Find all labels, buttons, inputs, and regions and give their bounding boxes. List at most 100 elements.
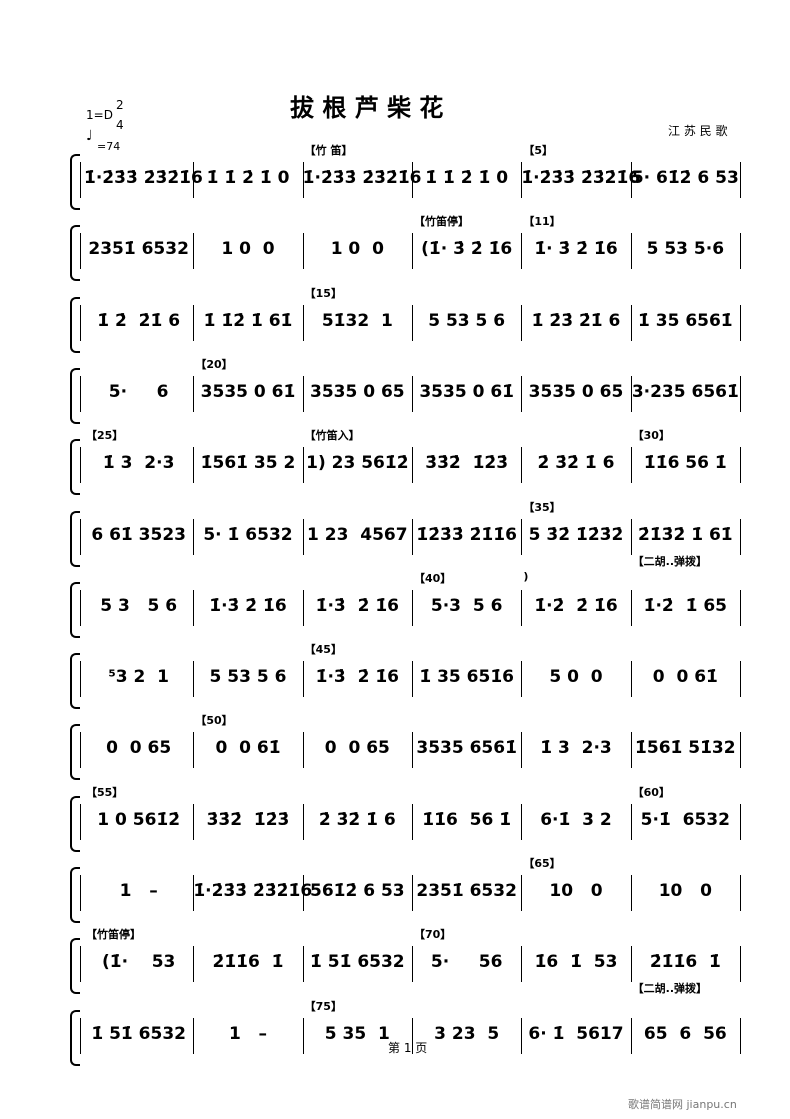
section-mark: 【45】 (304, 643, 342, 657)
bracket (70, 296, 80, 353)
barline (193, 946, 195, 983)
measure-notes: 1̇ 1̇2̇ 1̇ 61̇ (203, 310, 293, 331)
measure-notes: 1̇ 1̇ 2̇ 1̇ 0 (425, 168, 509, 188)
barline (193, 875, 195, 911)
section-mark: 【40】 (414, 571, 452, 585)
barline (302, 518, 304, 555)
page-number: 第 1 页 (388, 1041, 428, 1055)
barline (412, 447, 413, 484)
barline (740, 447, 741, 484)
barline (302, 589, 304, 626)
barline (521, 661, 523, 698)
barline (193, 233, 195, 270)
note-icon: ♩ (86, 128, 93, 144)
measure-notes: 3535 6561̇ (416, 738, 517, 759)
measure-notes: 2̇ 3̇2̇ 1̇ 6 (318, 809, 396, 830)
barline (193, 447, 195, 484)
measure-notes: 1) 23 561̇2̇ (306, 453, 409, 474)
measure-notes: 1 – (228, 1023, 268, 1044)
barline (193, 803, 195, 840)
measure-notes: 5 53 5 6 (209, 667, 287, 688)
measure-notes: 3535 0 61̇ (419, 381, 514, 402)
measure-notes: 1 0 561̇2̇ (97, 809, 181, 830)
bracket (70, 938, 80, 995)
barline (412, 589, 413, 626)
barline (740, 375, 741, 412)
measure-notes: 10 0 (658, 881, 712, 901)
barline (193, 375, 195, 412)
barline (521, 732, 523, 769)
key: 1=D (86, 108, 113, 122)
section-mark: 【20】 (195, 357, 233, 371)
barline (302, 233, 304, 270)
barline (80, 661, 81, 698)
section-mark: ) (523, 569, 529, 583)
bracket (70, 653, 80, 710)
measure-notes: 3535 0 65 (310, 381, 405, 402)
section-mark: 【竹笛停】 (414, 215, 469, 229)
measure-notes: 2̇ 3̇2̇ 1̇ 6 (537, 453, 615, 474)
barline (740, 518, 741, 555)
barline (80, 518, 81, 555)
barline (740, 803, 741, 840)
barline (193, 162, 195, 198)
barline (80, 946, 81, 983)
measure-notes: 1̇1̇6 56 1̇ (422, 809, 512, 830)
barline (302, 1017, 304, 1054)
barline (302, 803, 304, 840)
measure-notes: 5 3 5 6 (100, 595, 178, 616)
barline (630, 233, 632, 270)
measure-notes: 51̇32 1 (321, 310, 393, 331)
measure-notes: 1̇1̇6 56 1̇ (643, 453, 727, 474)
bracket (70, 439, 80, 496)
measure-notes: 1 – (119, 881, 158, 901)
measure-notes: 2̇1̇3̇2̇ 1̇ 61̇ (638, 524, 733, 545)
barline (630, 162, 632, 198)
measure-notes: 3535 0 65 (528, 381, 624, 402)
barline (80, 375, 81, 412)
measure-notes: 1̇·2̇ 2̇ 1̇6 (534, 595, 618, 616)
barline (80, 589, 81, 626)
measure-notes: (1̇· 3̇ 2̇ 1̇6 (421, 239, 513, 260)
barline (302, 661, 304, 698)
section-mark: 【30】 (632, 429, 670, 443)
section-mark: 【50】 (195, 714, 233, 728)
barline (193, 661, 195, 698)
barline (740, 162, 741, 198)
section-mark: 【60】 (632, 785, 670, 799)
measure-notes: 1̇·2̇3̇3̇ 2̇3̇2̇1̇6 (193, 881, 313, 901)
measure-notes: 5 53 5·6 (646, 239, 725, 260)
barline (740, 233, 741, 270)
barline (80, 233, 81, 270)
measure-notes: 3̇3̇2̇ 1̇2̇3̇ (206, 809, 290, 830)
section-mark: 【35】 (523, 500, 561, 514)
barline (740, 589, 741, 626)
measure-notes: (1̇· 53 (101, 952, 176, 973)
bracket (70, 510, 80, 567)
barline (740, 732, 741, 769)
barline (521, 1017, 523, 1054)
section-mark: 【25】 (86, 429, 124, 443)
barline (193, 732, 195, 769)
barline (302, 447, 304, 484)
bracket (70, 225, 80, 282)
barline (630, 1017, 632, 1054)
measure-notes: 1̇·3̇ 2̇ 1̇6 (209, 595, 287, 616)
barline (302, 162, 304, 198)
barline (193, 589, 195, 626)
measure-notes: 1̇ 3 2·3 (540, 738, 612, 759)
barline (80, 803, 81, 840)
measure-notes: 1̇ 35 651̇6 (419, 667, 514, 688)
measure-notes: 1̇·2̇ 1̇ 65 (643, 595, 727, 616)
measure-notes: 0 0 61̇ (215, 738, 281, 759)
barline (80, 875, 81, 911)
measure-notes: 5· 6 (108, 381, 169, 402)
barline (521, 946, 523, 983)
section-mark: 【11】 (523, 215, 561, 229)
barline (630, 304, 632, 341)
barline (80, 304, 81, 341)
barline (740, 661, 741, 698)
measure-notes: 65 6 56 (643, 1023, 727, 1044)
barline (630, 875, 632, 911)
measure-notes: 1̇ 35 6561̇ (638, 310, 733, 331)
